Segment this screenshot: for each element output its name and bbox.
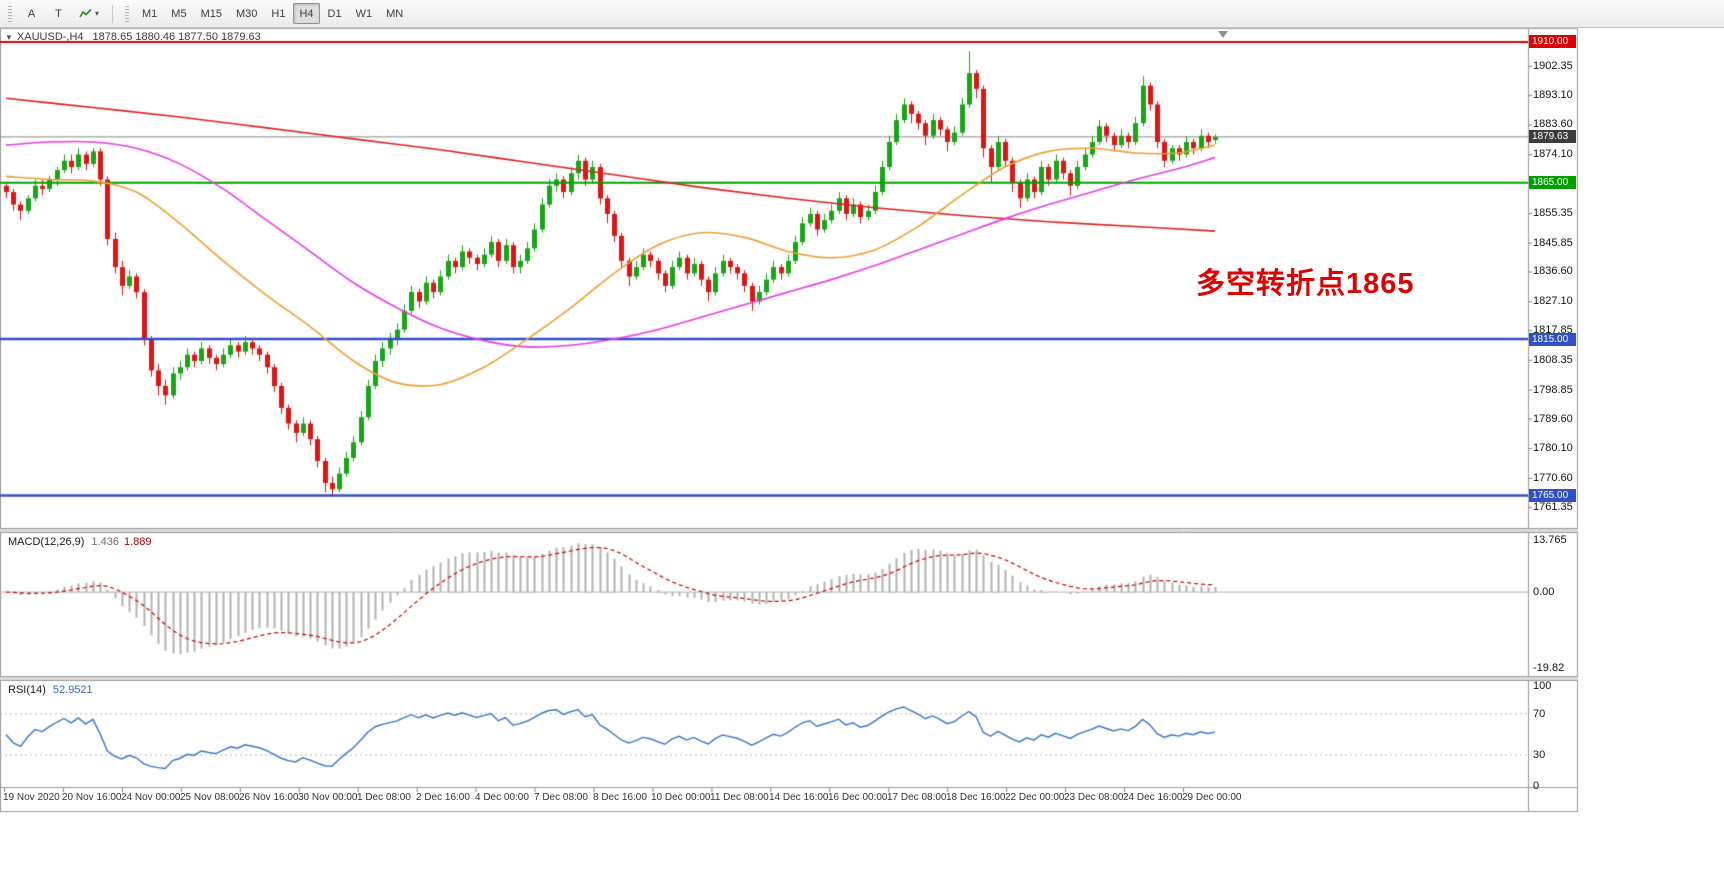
text-tool-button[interactable]: T: [46, 3, 71, 24]
price-scale-label: 1789.60: [1533, 413, 1573, 425]
chart-shift-marker-icon[interactable]: [1218, 31, 1228, 38]
time-axis-label: 1 Dec 08:00: [357, 792, 411, 803]
time-axis-label: 10 Dec 00:00: [651, 792, 711, 803]
time-axis-label: 4 Dec 00:00: [475, 792, 529, 803]
toolbar-grip: [8, 5, 12, 22]
price-badge: 1765.00: [1529, 489, 1576, 502]
price-scale-label: 1836.60: [1533, 265, 1573, 277]
timeframe-m1-button[interactable]: M1: [136, 3, 163, 24]
time-axis-label: 24 Dec 16:00: [1123, 792, 1183, 803]
timeframe-d1-button[interactable]: D1: [322, 3, 348, 24]
timeframe-h4-button[interactable]: H4: [293, 3, 320, 24]
arrow-tool-button[interactable]: A: [19, 3, 44, 24]
time-axis-label: 22 Dec 00:00: [1005, 792, 1065, 803]
price-scale-label: 1827.10: [1533, 295, 1573, 307]
toolbar-grip: [125, 5, 130, 22]
toolbar-separator: [112, 4, 114, 23]
time-axis-label: 17 Dec 08:00: [887, 792, 947, 803]
price-scale-label: 1874.10: [1533, 148, 1573, 160]
time-axis-label: 2 Dec 16:00: [416, 792, 470, 803]
price-scale-label: 1855.35: [1533, 207, 1573, 219]
time-axis-label: 24 Nov 00:00: [121, 792, 181, 803]
time-axis-label: 19 Nov 2020: [3, 792, 60, 803]
price-badge: 1815.00: [1529, 333, 1576, 346]
time-axis-label: 18 Dec 16:00: [946, 792, 1006, 803]
price-scale-label: 1761.35: [1533, 501, 1573, 513]
time-axis-label: 14 Dec 16:00: [769, 792, 829, 803]
price-scale-label: 1883.60: [1533, 118, 1573, 130]
time-axis-label: 11 Dec 08:00: [710, 792, 769, 803]
caret-down-icon: ▾: [95, 9, 100, 18]
price-scale-label: 1845.85: [1533, 237, 1573, 249]
time-axis-label: 30 Nov 00:00: [298, 792, 358, 803]
time-axis-label: 25 Nov 08:00: [180, 792, 240, 803]
timeframe-h1-button[interactable]: H1: [265, 3, 291, 24]
indicators-icon: [79, 8, 92, 19]
time-axis-label: 29 Dec 00:00: [1182, 792, 1242, 803]
price-badge: 1910.00: [1529, 35, 1576, 48]
time-axis-label: 7 Dec 08:00: [534, 792, 588, 803]
price-scale-label: 1798.85: [1533, 384, 1573, 396]
timeframe-m5-button[interactable]: M5: [165, 3, 192, 24]
price-scale-label: 1902.35: [1533, 60, 1573, 72]
price-badge: 1865.00: [1529, 176, 1576, 189]
price-scale-label: 1770.60: [1533, 472, 1573, 484]
price-scale-label: 1893.10: [1533, 89, 1573, 101]
time-axis-label: 23 Dec 08:00: [1064, 792, 1124, 803]
indicators-button[interactable]: ▾: [73, 3, 105, 24]
top-toolbar: A T ▾ M1 M5 M15 M30 H1 H4 D1 W1 MN: [0, 0, 1724, 28]
timeframe-m15-button[interactable]: M15: [195, 3, 228, 24]
time-axis-label: 26 Nov 16:00: [239, 792, 299, 803]
price-scale-label: 1780.10: [1533, 442, 1573, 454]
timeframe-m30-button[interactable]: M30: [230, 3, 263, 24]
time-axis-label: 16 Dec 00:00: [828, 792, 888, 803]
time-axis-label: 20 Nov 16:00: [62, 792, 122, 803]
time-axis-label: 8 Dec 16:00: [593, 792, 647, 803]
price-scale-label: 1808.35: [1533, 354, 1573, 366]
price-badge: 1879.63: [1529, 130, 1576, 143]
timeframe-mn-button[interactable]: MN: [380, 3, 409, 24]
timeframe-w1-button[interactable]: W1: [350, 3, 379, 24]
